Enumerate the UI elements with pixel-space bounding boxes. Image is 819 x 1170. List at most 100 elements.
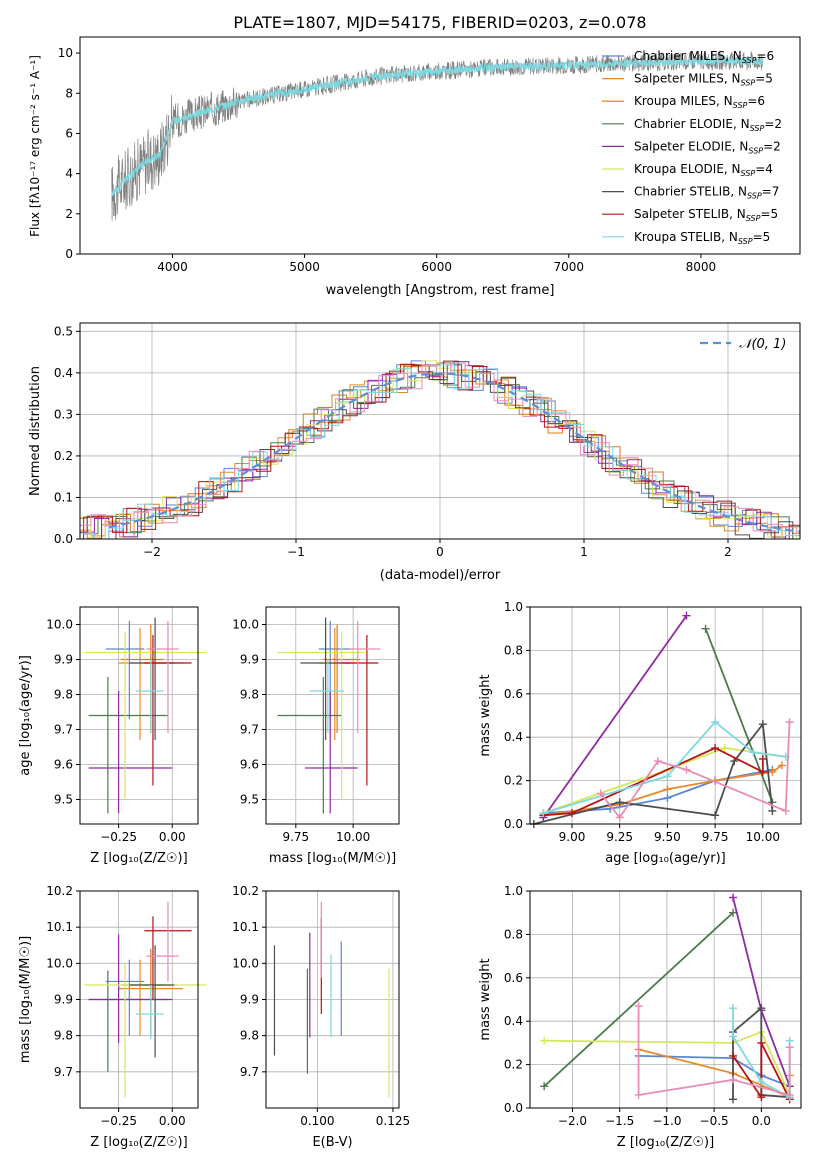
weight-marker-C_STELIB	[757, 1004, 766, 1013]
x-tick-label: 9.75	[702, 830, 729, 844]
panel-axes-frame	[529, 606, 802, 825]
weight-marker-pink	[634, 1002, 643, 1011]
y-tick-label: 0.5	[54, 324, 73, 338]
weight-marker-C_ELODIE	[729, 908, 738, 917]
y-tick-label: 10.0	[232, 618, 259, 632]
legend-label: Salpeter MILES, NSSP=5	[634, 72, 773, 88]
spectrum-axes-frame	[79, 36, 801, 255]
mass-vs-metallicity-panel: −0.25 0.00 9.7 9.8 9.9 10.0 10.1 10.2 Z [log₁₀(Z…	[18, 884, 207, 1150]
weight-marker-S_ELODIE	[729, 893, 738, 902]
y-tick-label: 10.1	[46, 920, 73, 934]
legend-label: Chabrier ELODIE, NSSP=2	[634, 117, 782, 133]
histogram-legend: 𝒩(0, 1)	[700, 337, 786, 352]
panel-marks	[540, 893, 794, 1104]
spectrum-x-label: wavelength [Angstrom, rest frame]	[326, 283, 555, 298]
panel-axes-frame	[79, 890, 199, 1109]
y-tick-label: 9.9	[54, 653, 73, 667]
weight-marker-K_STELIB	[711, 718, 720, 727]
x-tick-label: −0.25	[100, 830, 137, 844]
y-tick-label: 1.0	[504, 600, 523, 614]
weight-line-C_MILES	[638, 1055, 791, 1088]
weight-marker-S_STELIB	[757, 1093, 766, 1102]
y-tick-label: 9.7	[54, 1065, 73, 1079]
spectrum-lines	[111, 51, 764, 221]
weight-line-S_STELIB	[732, 1042, 791, 1101]
spectrum-ticks: 4000 5000 6000 7000 8000 0 2 4 6 8 10	[58, 46, 716, 274]
panel-y-label: age [log₁₀(age/yr)]	[18, 655, 33, 776]
histogram-series-C_ELODIE	[80, 366, 800, 540]
histogram-series-S_STELIB	[80, 360, 800, 540]
y-tick-label: 0.0	[504, 1101, 523, 1115]
y-tick-label: 2	[65, 207, 73, 221]
weight-marker-C_MILES	[663, 793, 672, 802]
y-tick-label: 0.1	[54, 490, 73, 504]
weight-marker-C_STELIB	[758, 720, 767, 729]
histogram-x-label: (data-model)/error	[380, 568, 501, 583]
weight-line-C_STELIB	[533, 721, 774, 825]
panel-y-label: mass weight	[478, 674, 493, 756]
age-vs-metallicity-panel: −0.25 0.00 9.5 9.6 9.7 9.8 9.9 10.0 Z [log₁₀(Z/Z…	[18, 606, 207, 866]
weight-marker-pink	[634, 1090, 643, 1099]
y-tick-label: 9.9	[240, 653, 259, 667]
x-tick-label: −2	[143, 545, 161, 559]
panel-marks	[84, 901, 207, 1098]
y-tick-label: 6	[65, 126, 73, 140]
panel-grid-and-ticks: −0.25 0.00 9.7 9.8 9.9 10.0 10.1 10.2	[46, 884, 198, 1128]
legend-label: Kroupa MILES, NSSP=6	[634, 94, 765, 110]
x-tick-label: −2.0	[558, 1114, 587, 1128]
weight-vs-age-panel: 9.00 9.25 9.50 9.75 10.00 0.0 0.2 0.4 0.6 0.8 1.0 a…	[478, 600, 802, 866]
weight-marker-pink	[785, 1043, 794, 1052]
normal-curve	[108, 372, 801, 533]
y-tick-label: 0.8	[504, 927, 523, 941]
weight-marker-C_ELODIE	[701, 624, 710, 633]
x-tick-label: −1.5	[605, 1114, 634, 1128]
x-tick-label: 0.125	[376, 1114, 410, 1128]
weight-marker-C_STELIB	[711, 811, 720, 820]
y-tick-label: 0.6	[504, 687, 523, 701]
weight-marker-pink	[785, 718, 794, 727]
spectrum-panel: 4000 5000 6000 7000 8000 0 2 4 6 8 10 Chabrier MIL…	[28, 36, 801, 298]
panel-x-label: age [log₁₀(age/yr)]	[605, 851, 726, 866]
y-tick-label: 10.0	[232, 956, 259, 970]
weight-line-C_ELODIE	[543, 912, 734, 1087]
legend-label: Chabrier STELIB, NSSP=7	[634, 185, 779, 201]
panel-x-label: mass [log₁₀(M/M☉)]	[269, 851, 396, 866]
x-tick-label: 1	[580, 545, 588, 559]
panel-axes-frame	[265, 606, 400, 825]
y-tick-label: 0.8	[504, 643, 523, 657]
weight-marker-pink	[785, 1090, 794, 1099]
x-tick-label: 6000	[421, 260, 452, 274]
panel-x-label: E(B-V)	[312, 1135, 352, 1150]
residual-histogram-panel: −2 −1 0 1 2 0.0 0.1 0.2 0.3 0.4 0.5 𝒩(0, 1) (data-…	[28, 322, 801, 583]
x-tick-label: 9.50	[654, 830, 681, 844]
panel-x-label: Z [log₁₀(Z/Z☉)]	[90, 1135, 187, 1150]
y-tick-label: 8	[65, 86, 73, 100]
x-tick-label: −1	[287, 545, 305, 559]
x-tick-label: 0	[436, 545, 444, 559]
weight-marker-K_STELIB	[729, 1032, 738, 1041]
legend-label: Kroupa STELIB, NSSP=5	[634, 230, 770, 246]
legend-label: Kroupa ELODIE, NSSP=4	[634, 162, 773, 178]
panel-axes-frame	[79, 606, 199, 825]
weight-marker-S_MILES	[663, 785, 672, 794]
weight-marker-pink	[781, 806, 790, 815]
x-tick-label: 9.00	[559, 830, 586, 844]
y-tick-label: 10.0	[46, 618, 73, 632]
weight-marker-S_STELIB	[729, 1051, 738, 1060]
weight-marker-pink	[682, 765, 691, 774]
weight-marker-K_ELODIE	[540, 1036, 549, 1045]
x-tick-label: −0.5	[700, 1114, 729, 1128]
y-tick-label: 9.7	[240, 723, 259, 737]
y-tick-label: 0.3	[54, 407, 73, 421]
histogram-y-label: Normed distribution	[28, 366, 43, 496]
y-tick-label: 9.8	[240, 688, 259, 702]
weight-marker-S_STELIB	[758, 754, 767, 763]
weight-marker-S_MILES	[777, 761, 786, 770]
legend-label: Chabrier MILES, NSSP=6	[634, 49, 774, 65]
legend-label: Salpeter ELODIE, NSSP=2	[634, 139, 781, 155]
weight-marker-S_STELIB	[567, 809, 576, 818]
x-tick-label: 2	[724, 545, 732, 559]
mass-vs-extinction-panel: 0.100 0.125 9.7 9.8 9.9 10.0 10.1 10.2 E(B-V)	[232, 884, 410, 1150]
panel-axes-frame	[265, 890, 400, 1109]
histogram-steps	[80, 360, 800, 540]
